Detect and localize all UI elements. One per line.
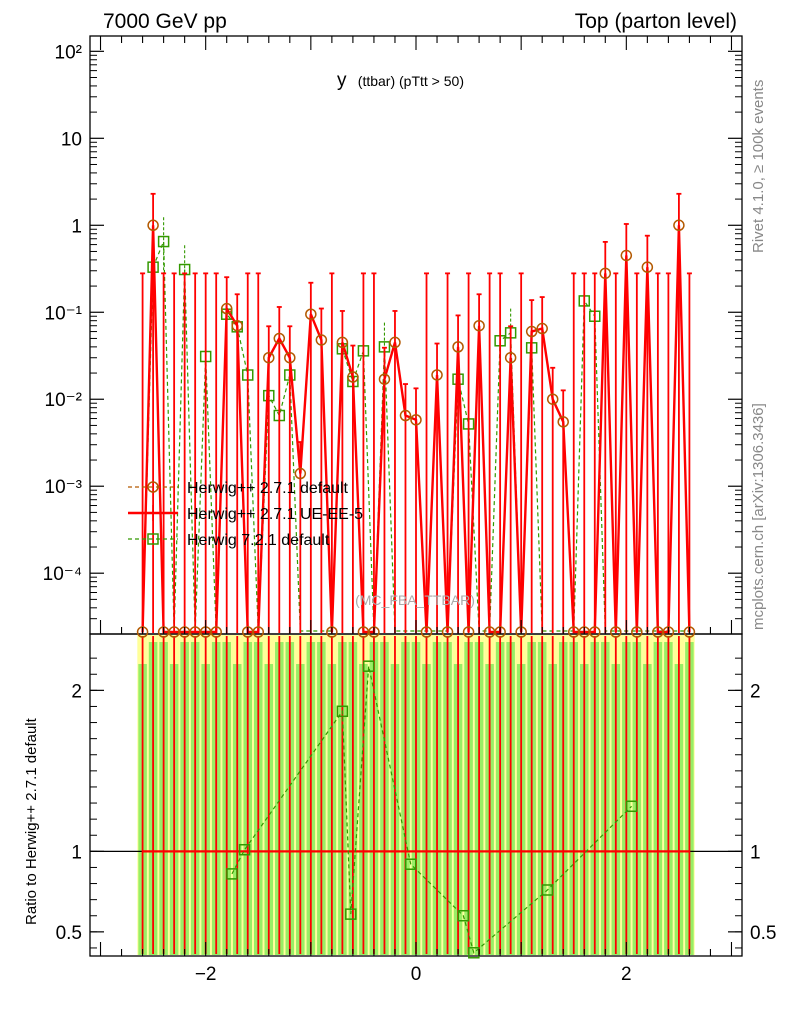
x-tick-label: 0 bbox=[411, 964, 422, 985]
point-herwig-pp-default bbox=[210, 626, 222, 638]
mcplots-source-label: mcplots.cern.ch [arXiv:1306.3436] bbox=[750, 403, 767, 630]
main-y-tick-label: 10⁻² bbox=[45, 390, 83, 411]
point-herwig-pp-default bbox=[610, 626, 622, 638]
ratio-y-tick-label-right: 2 bbox=[750, 681, 761, 702]
ratio-point-herwig7 bbox=[625, 800, 638, 813]
legend-entry-herwig-pp-ue-ee-5: Herwig++ 2.7.1 UE-EE-5 bbox=[128, 505, 363, 523]
point-herwig-pp-default bbox=[263, 351, 275, 364]
header-right: Top (parton level) bbox=[575, 10, 737, 33]
point-herwig-pp-default bbox=[673, 219, 685, 232]
point-herwig-pp-default bbox=[641, 261, 654, 273]
ratio-point-herwig7 bbox=[457, 910, 470, 922]
point-herwig-pp-default bbox=[294, 467, 307, 480]
point-herwig-pp-default bbox=[220, 302, 233, 315]
ratio-point-herwig7 bbox=[226, 868, 238, 880]
point-herwig-pp-default bbox=[284, 351, 296, 364]
ratio-point-herwig7 bbox=[345, 908, 357, 920]
point-herwig-pp-default bbox=[399, 409, 412, 422]
main-y-tick-label: 10⁻⁴ bbox=[43, 564, 82, 585]
ratio-y-tick-label: 0.5 bbox=[56, 923, 82, 944]
legend-entry-herwig7-default: Herwig 7.2.1 default bbox=[128, 532, 330, 549]
plot-title-main: y bbox=[337, 70, 347, 91]
point-herwig-pp-default bbox=[452, 341, 464, 353]
plot-title: y (ttbar) (pTtt > 50) bbox=[337, 70, 464, 91]
ratio-y-tick-label-right: 0.5 bbox=[750, 923, 776, 944]
point-herwig-pp-default bbox=[546, 393, 559, 405]
point-herwig-pp-default bbox=[378, 373, 391, 385]
ratio-y-tick-label: 2 bbox=[71, 681, 82, 702]
point-herwig-pp-default bbox=[420, 626, 433, 638]
axis-ticks-layer: 10⁻⁴ 10⁻³ 10⁻² 10⁻¹ 1 10 10² 0.5 0.5 1 1 2 2 −2 0 2 bbox=[43, 36, 776, 985]
point-herwig-pp-default bbox=[231, 319, 243, 332]
analysis-watermark: (MC_FBA_TTBAR) bbox=[355, 592, 475, 608]
ratio-y-tick-label-right: 1 bbox=[750, 842, 761, 863]
ratio-line-herwig7 bbox=[231, 666, 633, 954]
ratio-point-herwig7 bbox=[336, 705, 349, 718]
point-herwig-pp-default bbox=[147, 219, 159, 232]
main-y-tick-label: 10 bbox=[61, 129, 82, 150]
main-y-tick-label: 10⁻³ bbox=[45, 477, 83, 498]
main-y-tick-label: 10⁻¹ bbox=[45, 303, 83, 324]
point-herwig-pp-default bbox=[315, 334, 328, 346]
main-series-layer bbox=[136, 192, 696, 638]
legend-label-herwig-pp-default: Herwig++ 2.7.1 default bbox=[187, 480, 349, 497]
legend-label-herwig7-default: Herwig 7.2.1 default bbox=[187, 532, 330, 549]
ratio-point-herwig7 bbox=[541, 884, 554, 896]
point-herwig-pp-default bbox=[273, 332, 286, 345]
point-herwig-pp-default bbox=[620, 249, 633, 262]
point-herwig-pp-default bbox=[347, 371, 359, 383]
ratio-y-tick-label: 1 bbox=[71, 842, 82, 863]
legend-marker-circle bbox=[147, 481, 159, 493]
ratio-y-axis-label: Ratio to Herwig++ 2.7.1 default bbox=[23, 717, 40, 925]
plot-title-sub: (ttbar) (pTtt > 50) bbox=[358, 73, 464, 89]
point-herwig-pp-default bbox=[431, 369, 443, 381]
legend-entry-herwig-pp-default: Herwig++ 2.7.1 default bbox=[128, 480, 349, 497]
point-herwig-pp-default bbox=[305, 308, 317, 320]
point-herwig-pp-default bbox=[252, 626, 265, 638]
point-herwig-pp-default bbox=[441, 626, 454, 638]
point-herwig-pp-default bbox=[462, 626, 475, 638]
point-herwig-pp-default bbox=[631, 626, 643, 638]
header-left: 7000 GeV pp bbox=[103, 10, 227, 33]
point-herwig-pp-default bbox=[525, 325, 538, 338]
x-tick-label: 2 bbox=[621, 964, 632, 985]
ratio-point-herwig7 bbox=[404, 858, 417, 870]
point-herwig-pp-default bbox=[410, 414, 422, 426]
point-herwig-pp-default bbox=[536, 322, 548, 335]
ratio-point-herwig7 bbox=[362, 660, 375, 672]
legend: Herwig++ 2.7.1 default Herwig++ 2.7.1 UE… bbox=[128, 480, 363, 549]
legend-marker-square bbox=[147, 533, 159, 545]
rivet-version-label: Rivet 4.1.0, ≥ 100k events bbox=[750, 80, 767, 253]
ratio-point-herwig7 bbox=[238, 843, 251, 856]
point-herwig-pp-default bbox=[589, 626, 601, 638]
point-herwig-pp-default bbox=[473, 319, 485, 332]
point-herwig-pp-default bbox=[599, 267, 612, 280]
main-y-tick-label: 10² bbox=[55, 42, 82, 63]
x-tick-label: −2 bbox=[195, 964, 217, 985]
point-herwig-pp-default bbox=[504, 351, 517, 364]
legend-label-herwig-pp-ue-ee-5: Herwig++ 2.7.1 UE-EE-5 bbox=[187, 506, 363, 523]
point-herwig-pp-default bbox=[557, 416, 569, 428]
ratio-series-layer bbox=[90, 636, 742, 959]
point-herwig-pp-default bbox=[389, 336, 401, 349]
main-y-tick-label: 1 bbox=[71, 216, 82, 237]
point-herwig-pp-default bbox=[336, 336, 349, 349]
point-herwig7 bbox=[157, 235, 170, 248]
